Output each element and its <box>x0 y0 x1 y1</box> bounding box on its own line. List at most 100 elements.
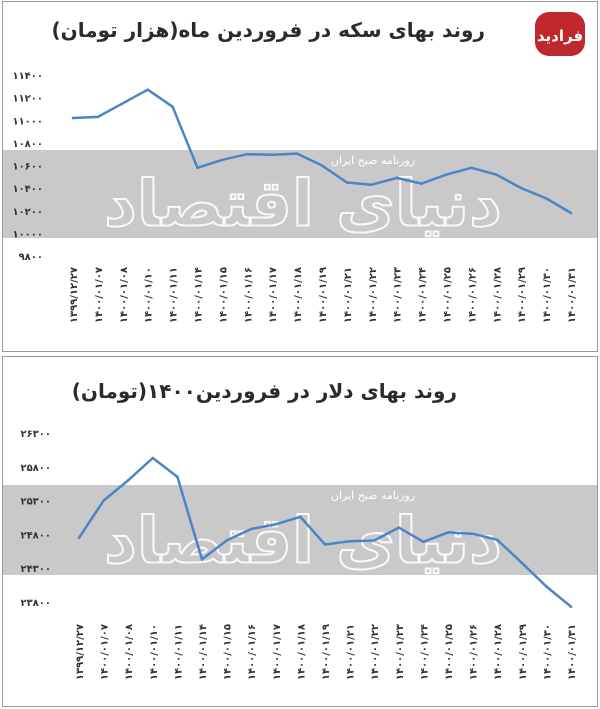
x-tick-label: ۱۴۰۰/۰۱/۲۳ <box>393 267 404 323</box>
x-tick-label: ۱۴۰۰/۰۱/۲۱ <box>346 624 357 680</box>
x-tick-label: ۱۴۰۰/۰۱/۱۷ <box>268 267 279 323</box>
x-tick-label: ۱۴۰۰/۰۱/۱۸ <box>293 267 304 323</box>
data-point <box>126 479 130 482</box>
x-tick-label: ۱۴۰۰/۰۱/۱۶ <box>247 624 258 680</box>
x-tick-label: ۱۴۰۰/۰۱/۲۲ <box>368 267 379 323</box>
data-point <box>171 105 174 108</box>
x-tick-label: ۱۴۰۰/۰۱/۲۹ <box>517 267 528 323</box>
chart-title: روند بهای دلار در فروردین۱۴۰۰(تومان) <box>71 379 457 403</box>
data-point <box>345 181 349 184</box>
watermark-text: دنیای اقتصاد <box>104 504 502 578</box>
x-tick-label: ۱۴۰۰/۰۱/۱۷ <box>272 624 283 680</box>
data-point <box>225 539 228 542</box>
data-point <box>295 152 299 155</box>
data-point <box>96 115 100 119</box>
data-point <box>495 173 498 176</box>
x-tick-label: ۱۴۰۰/۰۱/۲۳ <box>395 624 406 680</box>
data-point <box>397 526 401 529</box>
x-tick-label: ۱۴۰۰/۰۱/۲۸ <box>493 624 504 680</box>
x-tick-label: ۱۴۰۰/۰۱/۳۰ <box>542 624 553 680</box>
data-point <box>246 152 249 156</box>
x-tick-label: ۱۴۰۰/۰۱/۰۷ <box>94 267 105 323</box>
data-point <box>102 499 105 502</box>
y-tick-label: ۲۴۸۰۰ <box>20 530 51 541</box>
x-tick-label: ۱۴۰۰/۰۱/۲۵ <box>444 624 455 680</box>
data-point <box>544 197 548 200</box>
data-point <box>176 475 179 479</box>
x-tick-label: ۱۴۰۰/۰۱/۳۱ <box>567 267 578 323</box>
y-tick-label: ۱۱۴۰۰ <box>12 71 43 82</box>
x-tick-label: ۱۴۰۰/۰۱/۲۲ <box>370 624 381 680</box>
watermark-band <box>3 485 597 575</box>
x-tick-label: ۱۴۰۰/۰۱/۲۹ <box>518 624 529 680</box>
y-tick-label: ۱۰۴۰۰ <box>12 184 43 195</box>
data-point <box>545 585 548 588</box>
data-point <box>221 158 224 162</box>
x-tick-label: ۱۴۰۰/۰۱/۱۱ <box>173 624 184 680</box>
data-point <box>372 539 376 542</box>
watermark-band <box>3 150 597 238</box>
x-tick-label: ۱۴۰۰/۰۱/۲۸ <box>492 267 503 323</box>
data-point <box>121 101 125 105</box>
data-point <box>196 166 199 170</box>
x-tick-label: ۱۴۰۰/۰۱/۱۰ <box>149 624 160 680</box>
y-tick-label: ۲۵۸۰۰ <box>20 463 51 474</box>
data-point <box>422 540 425 544</box>
x-tick-label: ۱۳۹۹/۱۲/۲۷ <box>75 624 86 680</box>
data-point <box>299 515 302 519</box>
data-point <box>323 543 327 546</box>
data-point <box>77 536 81 540</box>
x-tick-label: ۱۴۰۰/۰۱/۱۵ <box>223 624 234 680</box>
watermark-subtext: روزنامه صبح ایران <box>331 154 415 167</box>
data-point <box>445 173 448 176</box>
y-tick-label: ۱۱۲۰۰ <box>12 94 43 105</box>
coin-price-chart-panel: دنیای اقتصاد روزنامه صبح ایران ۱۱۴۰۰ ۱۱۲۰۰ ۱… <box>2 1 598 352</box>
dollar-price-chart: دنیای اقتصاد روزنامه صبح ایران ۲۶۳۰۰ ۲۵۸۰۰ ۲… <box>3 429 597 680</box>
watermark-text: دنیای اقتصاد <box>104 168 502 242</box>
data-point <box>320 164 324 167</box>
x-tick-label: ۱۴۰۰/۰۱/۱۶ <box>243 267 254 323</box>
data-point <box>151 456 155 460</box>
data-point <box>395 176 399 180</box>
x-tick-label: ۱۴۰۰/۰۱/۱۱ <box>169 267 180 323</box>
x-tick-label: ۱۴۰۰/۰۱/۲۵ <box>443 267 454 323</box>
y-tick-label: ۲۴۳۰۰ <box>20 564 51 575</box>
faradid-logo: فرادید <box>535 12 585 56</box>
x-tick-label: ۱۴۰۰/۰۱/۱۰ <box>144 267 155 323</box>
data-point <box>519 186 523 190</box>
x-tick-label: ۱۴۰۰/۰۱/۰۸ <box>124 624 135 680</box>
data-point <box>471 532 474 536</box>
data-point <box>348 539 351 543</box>
x-tick-label: ۱۴۰۰/۰۱/۲۴ <box>419 624 430 680</box>
data-point <box>420 182 423 185</box>
x-tick-label: ۱۴۰۰/۰۱/۱۸ <box>296 624 307 680</box>
data-point <box>274 522 278 526</box>
y-tick-label: ۱۰۸۰۰ <box>12 139 43 150</box>
x-tick-label: ۱۴۰۰/۰۱/۱۴ <box>194 267 205 323</box>
y-tick-label: ۹۸۰۰ <box>19 252 43 263</box>
data-point <box>71 116 75 120</box>
x-tick-label: ۱۴۰۰/۰۱/۲۴ <box>418 267 429 323</box>
x-tick-label: ۱۴۰۰/۰۱/۱۹ <box>318 267 329 323</box>
x-tick-label: ۱۴۰۰/۰۱/۱۹ <box>321 624 332 680</box>
x-tick-label: ۱۴۰۰/۰۱/۳۱ <box>567 624 578 680</box>
data-point <box>470 166 473 170</box>
x-tick-label: ۱۴۰۰/۰۱/۰۸ <box>119 267 130 323</box>
data-point <box>495 538 499 542</box>
data-point <box>569 211 573 215</box>
y-tick-label: ۱۰۰۰۰ <box>12 229 43 240</box>
y-tick-label: ۲۳۸۰۰ <box>20 598 51 609</box>
dollar-price-chart-panel: دنیای اقتصاد روزنامه صبح ایران ۲۶۳۰۰ ۲۵۸۰۰ ۲… <box>2 356 598 707</box>
data-point <box>569 605 573 609</box>
watermark-subtext: روزنامه صبح ایران <box>331 489 415 502</box>
y-tick-label: ۱۱۰۰۰ <box>12 116 43 127</box>
data-point <box>446 531 450 534</box>
data-point <box>520 561 524 565</box>
data-point <box>146 88 149 92</box>
y-tick-label: ۱۰۲۰۰ <box>12 207 43 218</box>
data-point <box>200 558 204 561</box>
x-tick-label: ۱۴۰۰/۰۱/۲۱ <box>343 267 354 323</box>
x-tick-label: ۱۴۰۰/۰۱/۳۰ <box>542 267 553 323</box>
x-tick-label: ۱۳۹۹/۱۲/۲۷ <box>69 267 80 323</box>
